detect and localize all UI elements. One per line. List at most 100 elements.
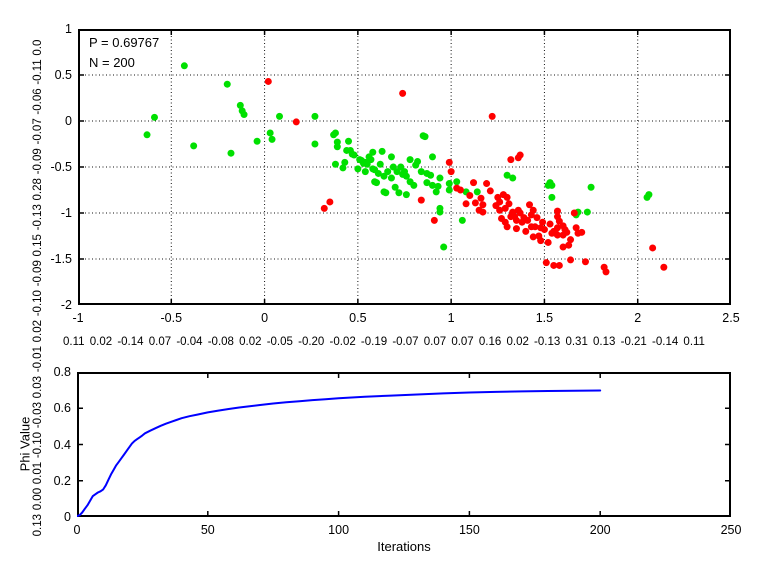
axes-background <box>77 372 731 517</box>
scatter-point-green-class <box>376 160 384 168</box>
scatter-point-red-class <box>542 259 550 267</box>
scatter-point-green-class <box>143 131 151 139</box>
scatter-point-green-class <box>311 140 319 148</box>
scatter-point-green-class <box>445 180 453 188</box>
scatter-point-green-class <box>414 157 422 165</box>
scatter-point-green-class <box>423 169 431 177</box>
scatter-point-green-class <box>253 137 261 145</box>
scatter-point-green-class <box>361 168 369 176</box>
scatter-point-green-class <box>333 143 341 151</box>
scatter-point-red-class <box>526 201 534 209</box>
scatter-point-green-class <box>428 181 436 189</box>
scatter-point-green-class <box>227 149 235 157</box>
scatter-point-red-class <box>488 112 496 120</box>
scatter-point-green-class <box>378 147 386 155</box>
n-value-text: N = 200 <box>89 55 135 70</box>
scatter-point-green-class <box>473 188 481 196</box>
scatter-point-green-class <box>546 179 554 187</box>
scatter-point-green-class <box>330 131 338 139</box>
scatter-point-green-class <box>275 112 283 120</box>
axes-box <box>78 29 731 305</box>
scatter-point-red-class <box>578 228 586 236</box>
scatter-point-green-class <box>268 135 276 143</box>
scatter-point-green-class <box>645 191 653 199</box>
y-tick-label: 0.2 <box>53 473 71 488</box>
scatter-point-red-class <box>518 218 526 226</box>
scatter-point-red-class <box>445 158 453 166</box>
y-tick-label: 0.6 <box>53 401 71 416</box>
scatter-point-green-class <box>380 188 388 196</box>
scatter-point-green-class <box>440 243 448 251</box>
scatter-point-green-class <box>331 160 339 168</box>
scatter-point-red-class <box>516 209 524 217</box>
scatter-point-red-class <box>529 206 537 214</box>
scatter-point-green-class <box>445 186 453 194</box>
scatter-point-green-class <box>417 168 425 176</box>
x-tick-label: 2 <box>634 311 642 325</box>
x-tick-label: -1 <box>72 311 84 325</box>
scatter-point-green-class <box>387 153 395 161</box>
scatter-point-green-class <box>365 153 373 161</box>
scatter-point-red-class <box>581 258 589 266</box>
y-tick-label: 0 <box>65 114 72 128</box>
scatter-point-green-class <box>587 183 595 191</box>
y-tick-label: -2 <box>60 298 72 312</box>
y-tick-label: -1.5 <box>50 252 72 266</box>
scatter-point-green-class <box>345 137 353 145</box>
x-tick-label: 0 <box>73 523 81 537</box>
x-tick-label: -0.5 <box>160 311 183 325</box>
scatter-point-green-class <box>436 174 444 182</box>
scatter-point-red-class <box>546 220 554 228</box>
x-tick-label: 2.5 <box>722 311 740 325</box>
x-tick-label: 1 <box>447 311 455 325</box>
axes-box <box>77 372 731 517</box>
scatter-point-green-class <box>371 178 379 186</box>
scatter-point-red-class <box>503 223 511 231</box>
scatter-point-red-class <box>507 213 515 221</box>
scatter-point-red-class <box>565 241 573 249</box>
scatter-point-red-class <box>527 223 535 231</box>
scatter-point-red-class <box>553 231 561 239</box>
scatter-point-green-class <box>453 178 461 186</box>
scatter-point-red-class <box>516 151 524 159</box>
y-tick-label: 0 <box>64 510 71 524</box>
scatter-point-red-class <box>529 233 537 241</box>
scatter-point-red-class <box>533 214 541 222</box>
scatter-point-red-class <box>512 225 520 233</box>
scatter-point-green-class <box>503 171 511 179</box>
scatter-point-green-class <box>391 183 399 191</box>
scatter-point-green-class <box>434 182 442 190</box>
scatter-point-green-class <box>150 113 158 121</box>
scatter-point-green-class <box>341 158 349 166</box>
scatter-point-green-class <box>402 172 410 180</box>
x-tick-label: 250 <box>720 523 742 537</box>
y-tick-label: 0.5 <box>54 68 72 82</box>
scatter-point-green-class <box>423 179 431 187</box>
x-tick-label: 150 <box>458 523 480 537</box>
p-value-text: P = 0.69767 <box>89 35 160 50</box>
scatter-point-red-class <box>264 77 272 85</box>
scatter-point-red-class <box>483 180 491 188</box>
scatter-point-red-class <box>567 256 575 264</box>
iterations-axis-label: Iterations <box>377 539 431 554</box>
scatter-point-red-class <box>555 261 563 269</box>
scatter-point-green-class <box>509 174 517 182</box>
scatter-point-green-class <box>458 216 466 224</box>
scatter-annotation: P = 0.69767 N = 200 <box>89 33 159 73</box>
scatter-point-green-class <box>374 169 382 177</box>
scatter-point-green-class <box>339 164 347 172</box>
y-tick-label: -1 <box>60 206 72 220</box>
scatter-point-red-class <box>537 224 545 232</box>
y-tick-label: 0.4 <box>53 437 71 452</box>
scatter-point-red-class <box>479 208 487 216</box>
scatter-point-red-class <box>553 207 561 215</box>
scatter-point-red-class <box>548 229 556 237</box>
scatter-point-red-class <box>496 198 504 206</box>
scatter-point-red-class <box>507 156 515 164</box>
scatter-point-red-class <box>550 261 558 269</box>
scatter-point-green-class <box>236 101 244 109</box>
scatter-point-red-class <box>522 227 530 235</box>
scatter-point-red-class <box>524 216 532 224</box>
scatter-point-red-class <box>326 198 334 206</box>
